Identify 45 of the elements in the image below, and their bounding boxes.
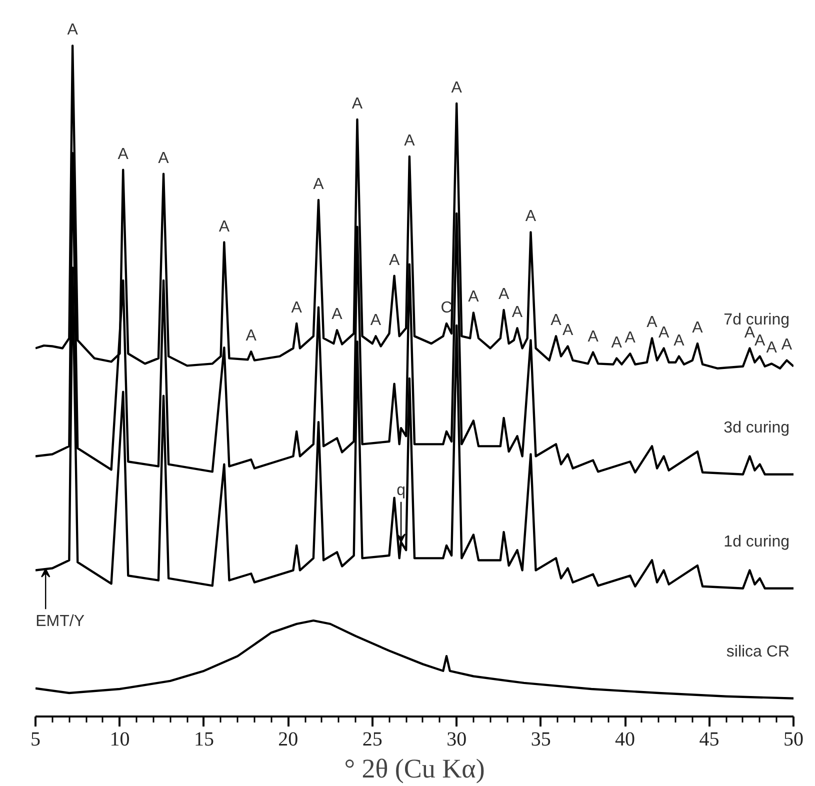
x-axis-title: ° 2θ (Cu Kα) [344, 754, 485, 784]
annotation: A [291, 299, 302, 316]
annotation: A [370, 312, 382, 330]
annotation: A [646, 314, 658, 332]
annotation: A [218, 218, 230, 236]
annotation: q [396, 482, 406, 499]
annotation: A [781, 336, 792, 354]
annotation: A [313, 176, 324, 194]
x-tick-label: 50 [784, 728, 804, 750]
x-tick-label: 30 [446, 728, 467, 750]
x-tick-label: 25 [362, 728, 382, 750]
annotation: A [332, 306, 343, 324]
x-tick-label: 20 [278, 728, 298, 750]
annotation: A [468, 288, 480, 306]
annotation: A [67, 22, 78, 39]
annotation: A [451, 79, 462, 96]
series-label: 1d curing [724, 533, 790, 550]
annotation: A [118, 146, 129, 163]
annotation: A [766, 340, 778, 357]
annotation: A [352, 96, 363, 113]
annotation: A [404, 132, 416, 150]
x-tick-label: 45 [699, 728, 720, 750]
annotation: A [692, 320, 704, 337]
annotation: A [498, 286, 510, 304]
text: silica CR [726, 643, 790, 660]
annotation: A [658, 324, 670, 342]
annotation: A [246, 328, 257, 345]
series-label: 3d curing [724, 419, 790, 436]
annotation: A [674, 332, 685, 350]
annotation: A [562, 322, 574, 340]
x-tick-label: 15 [194, 728, 214, 750]
annotation: A [550, 312, 562, 330]
annotation: A [611, 334, 622, 352]
x-tick-label: 10 [110, 728, 130, 750]
x-tick-label: 40 [615, 728, 636, 750]
annotation: A [512, 304, 523, 322]
annotation: A [588, 328, 599, 346]
annotation: A [525, 208, 536, 226]
annotation: A [624, 330, 636, 347]
annotation: A [158, 150, 170, 167]
annotation: EMT/Y [36, 613, 85, 630]
x-tick-label: 5 [30, 728, 40, 750]
annotation: A [388, 252, 400, 269]
annotation: A [754, 332, 766, 350]
x-tick-label: 35 [530, 728, 551, 750]
